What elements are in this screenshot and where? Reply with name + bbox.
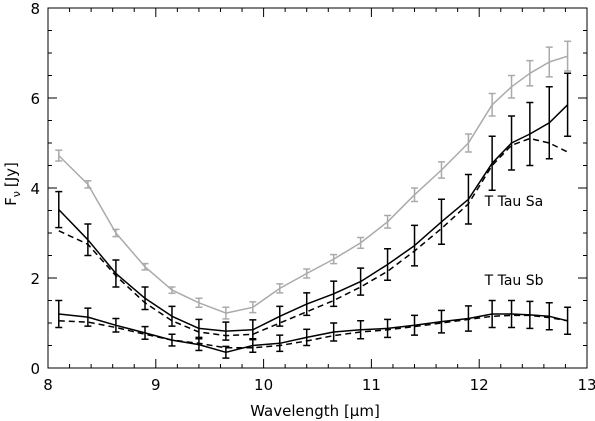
y-tick-label: 4 — [30, 180, 40, 198]
series-2 — [58, 137, 568, 337]
model-line — [58, 314, 568, 349]
tick-marks — [47, 7, 588, 369]
series-3 — [55, 299, 572, 359]
tick-labels: 8 9 10 11 12 13 0 2 4 6 8 — [30, 0, 595, 394]
x-tick-label: 10 — [254, 376, 273, 394]
y-tick-label: 0 — [30, 360, 40, 378]
x-tick-label: 9 — [151, 376, 161, 394]
x-tick-label: 13 — [577, 376, 595, 394]
x-axis-title: Wavelength [μm] — [250, 402, 380, 420]
y-tick-label: 2 — [30, 270, 40, 288]
series-layer — [55, 40, 572, 359]
annotations: T Tau Sa T Tau Sb — [484, 194, 544, 289]
y-axis-title-sub: ν — [10, 191, 23, 197]
y-axis-title-unit: [Jy] — [2, 162, 20, 187]
series-1 — [55, 72, 572, 341]
y-axis-title: Fν [Jy] — [2, 162, 23, 206]
annotation-label: T Tau Sa — [484, 194, 544, 210]
annotation-label: T Tau Sb — [484, 273, 544, 289]
data-line — [58, 104, 569, 332]
series-4 — [58, 314, 568, 349]
model-line — [58, 137, 568, 337]
y-tick-label: 6 — [30, 90, 40, 108]
x-tick-label: 11 — [362, 376, 381, 394]
y-axis-title-main: F — [2, 197, 20, 206]
series-0 — [55, 40, 572, 320]
x-tick-label: 8 — [43, 376, 53, 394]
x-tick-label: 12 — [470, 376, 489, 394]
y-tick-label: 8 — [30, 0, 40, 18]
data-line — [58, 313, 568, 354]
